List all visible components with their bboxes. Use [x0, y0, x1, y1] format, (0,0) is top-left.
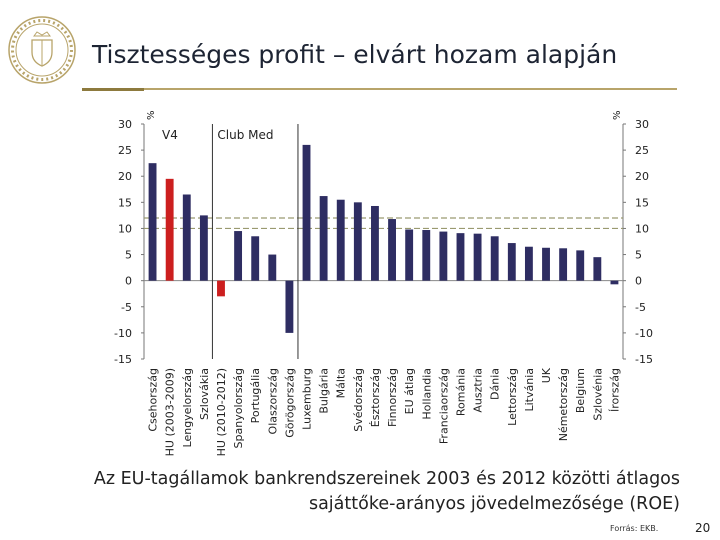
y-tick-label-left: -5 [121, 301, 132, 314]
y-tick-label-right: 5 [635, 249, 642, 262]
bar [319, 196, 328, 281]
category-label: Románia [454, 368, 467, 416]
bar [353, 202, 362, 281]
y-tick-label-left: 10 [118, 222, 132, 235]
bar [524, 246, 533, 281]
category-label: Hollandia [420, 368, 433, 420]
category-label: Bulgária [318, 368, 331, 414]
bar [576, 250, 585, 281]
bar [473, 233, 482, 281]
y-tick-label-left: 0 [125, 275, 132, 288]
category-label: Belgium [574, 368, 587, 413]
category-label: EU átlag [403, 368, 416, 414]
y-tick-label-right: 30 [635, 118, 649, 131]
bar [388, 219, 396, 281]
y-tick-label-right: -15 [635, 353, 653, 366]
bar [182, 194, 191, 281]
y-tick-label-right: -10 [635, 327, 653, 340]
bar [507, 243, 516, 281]
category-label: Görögország [283, 368, 296, 438]
roe-bar-chart: 30 30 25 25 20 20 15 15 10 10 5 5 0 0 -5 -5 -10 -10 -15 -15… [114, 110, 653, 456]
y-tick-label-left: 15 [118, 196, 132, 209]
y-tick-label-right: -5 [635, 301, 646, 314]
title-underline-accent [82, 88, 144, 91]
bar [371, 205, 379, 281]
caption-line-2: sajáttőke-arányos jövedelmezősége (ROE) [308, 494, 680, 514]
category-label: Szlovákia [198, 368, 211, 420]
category-label: Csehország [147, 368, 160, 432]
y-tick-label-left: -10 [114, 327, 132, 340]
central-bank-logo [8, 16, 76, 84]
category-label: Málta [335, 368, 348, 398]
bar [336, 199, 345, 281]
category-label: Lettország [506, 368, 519, 426]
bar [490, 236, 499, 281]
bar [559, 248, 568, 281]
category-label: Finnország [386, 368, 399, 427]
bar [199, 215, 208, 281]
category-label: Spanyolország [232, 368, 245, 448]
slide-title: Tisztességes profit – elvárt hozam alapj… [92, 40, 618, 69]
category-label: Észtország [369, 368, 382, 427]
bar [593, 257, 602, 281]
bar [285, 280, 294, 333]
bar [610, 280, 619, 285]
group-label-club-med: Club Med [217, 128, 273, 142]
y-tick-label-left: 20 [118, 170, 132, 183]
category-label: Portugália [249, 368, 262, 423]
y-tick-label-right: 15 [635, 196, 649, 209]
source-note: Forrás: EKB. [610, 524, 659, 533]
bar [302, 144, 311, 281]
bar [251, 236, 260, 281]
page-number: 20 [695, 521, 711, 535]
group-label-v4: V4 [162, 128, 178, 142]
category-label: Dánia [489, 368, 502, 400]
caption-line-1: Az EU-tagállamok bankrendszereinek 2003 … [93, 469, 680, 489]
bar [456, 233, 465, 281]
category-label: HU (2010-2012) [215, 368, 228, 456]
bar [439, 231, 448, 281]
title-underline [82, 88, 677, 90]
y-axis-unit-left: % [146, 110, 157, 120]
y-tick-label-right: 10 [635, 222, 649, 235]
category-label: Svédország [352, 368, 365, 432]
category-label: HU (2003-2009) [164, 368, 177, 456]
bar [217, 280, 225, 297]
category-label: Olaszország [266, 368, 279, 434]
category-label: Franciaország [437, 368, 450, 444]
bar [165, 178, 174, 281]
chart-caption: Az EU-tagállamok bankrendszereinek 2003 … [60, 467, 680, 517]
category-label: Lengyelország [181, 368, 194, 447]
y-tick-label-left: -15 [114, 353, 132, 366]
category-label: Ausztria [472, 368, 485, 413]
category-label: Németország [557, 368, 570, 441]
bar [542, 247, 550, 281]
y-tick-label-left: 25 [118, 144, 132, 157]
category-label: UK [540, 367, 553, 383]
bar [148, 163, 157, 281]
y-tick-label-left: 5 [125, 249, 132, 262]
y-tick-label-right: 0 [635, 275, 642, 288]
category-label: Litvánia [523, 368, 536, 412]
bar [422, 230, 431, 281]
y-tick-label-right: 25 [635, 144, 649, 157]
bar [268, 254, 277, 281]
category-label: Írország [608, 368, 621, 412]
y-tick-label-left: 30 [118, 118, 132, 131]
y-axis-unit-right: % [612, 110, 623, 120]
y-tick-label-right: 20 [635, 170, 649, 183]
bar [405, 229, 414, 281]
category-label: Luxemburg [301, 368, 314, 430]
bar [234, 231, 243, 281]
category-label: Szlovénia [591, 368, 604, 421]
